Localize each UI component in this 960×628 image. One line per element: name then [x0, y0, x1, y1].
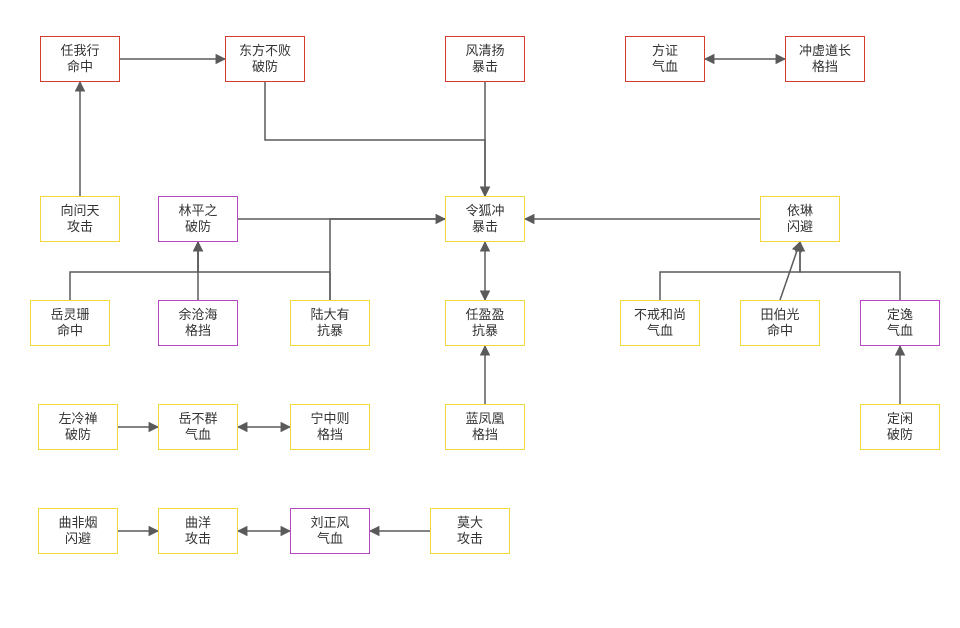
node-name: 定闲 — [887, 411, 913, 427]
node-attr: 闪避 — [787, 219, 813, 235]
node-name: 冲虚道长 — [799, 43, 851, 59]
node-name: 宁中则 — [310, 411, 349, 427]
node-dingxian: 定闲破防 — [860, 404, 940, 450]
node-dongfang: 东方不败破防 — [225, 36, 305, 82]
node-name: 岳灵珊 — [50, 307, 89, 323]
edge-bujie-yilin — [660, 242, 800, 300]
node-name: 任盈盈 — [465, 307, 504, 323]
node-fengqingyang: 风清扬暴击 — [445, 36, 525, 82]
node-attr: 抗暴 — [317, 323, 343, 339]
node-name: 刘正风 — [310, 515, 349, 531]
node-name: 蓝凤凰 — [465, 411, 504, 427]
node-attr: 攻击 — [457, 531, 483, 547]
node-name: 方证 — [652, 43, 678, 59]
node-fangzheng: 方证气血 — [625, 36, 705, 82]
node-ningzhongze: 宁中则格挡 — [290, 404, 370, 450]
node-dingyi: 定逸气血 — [860, 300, 940, 346]
node-attr: 命中 — [57, 323, 83, 339]
node-bujie: 不戒和尚气血 — [620, 300, 700, 346]
node-name: 令狐冲 — [465, 203, 504, 219]
node-attr: 格挡 — [472, 427, 498, 443]
node-attr: 暴击 — [472, 59, 498, 75]
node-name: 林平之 — [178, 203, 217, 219]
node-yucanghai: 余沧海格挡 — [158, 300, 238, 346]
node-name: 岳不群 — [178, 411, 217, 427]
node-yuebuqun: 岳不群气血 — [158, 404, 238, 450]
node-ludayou: 陆大有抗暴 — [290, 300, 370, 346]
node-attr: 格挡 — [812, 59, 838, 75]
node-attr: 闪避 — [65, 531, 91, 547]
node-attr: 气血 — [317, 531, 343, 547]
node-attr: 格挡 — [185, 323, 211, 339]
node-tianboguang: 田伯光命中 — [740, 300, 820, 346]
node-name: 曲非烟 — [58, 515, 97, 531]
node-qufeiyan: 曲非烟闪避 — [38, 508, 118, 554]
edge-ludayou-linpingzhi — [198, 242, 330, 300]
node-attr: 命中 — [67, 59, 93, 75]
edge-yuelingshan-linpingzhi — [70, 242, 198, 300]
node-moda: 莫大攻击 — [430, 508, 510, 554]
node-attr: 气血 — [185, 427, 211, 443]
edge-dingyi-yilin — [800, 242, 900, 300]
node-attr: 破防 — [887, 427, 913, 443]
node-attr: 气血 — [647, 323, 673, 339]
node-attr: 暴击 — [472, 219, 498, 235]
node-yilin: 依琳闪避 — [760, 196, 840, 242]
node-linpingzhi: 林平之破防 — [158, 196, 238, 242]
node-zuolengshan: 左冷禅破防 — [38, 404, 118, 450]
node-name: 莫大 — [457, 515, 483, 531]
node-renwoxing: 任我行命中 — [40, 36, 120, 82]
node-name: 风清扬 — [465, 43, 504, 59]
node-name: 陆大有 — [310, 307, 349, 323]
node-name: 田伯光 — [760, 307, 799, 323]
node-name: 任我行 — [60, 43, 99, 59]
node-xiangwentian: 向问天攻击 — [40, 196, 120, 242]
node-attr: 抗暴 — [472, 323, 498, 339]
node-name: 不戒和尚 — [634, 307, 686, 323]
node-name: 定逸 — [887, 307, 913, 323]
edge-dongfang-linghuchong — [265, 82, 485, 196]
node-attr: 格挡 — [317, 427, 343, 443]
node-liuzhengfeng: 刘正风气血 — [290, 508, 370, 554]
node-attr: 破防 — [65, 427, 91, 443]
node-name: 曲洋 — [185, 515, 211, 531]
node-name: 余沧海 — [178, 307, 217, 323]
edge-ludayou-linghuchong — [330, 219, 445, 300]
node-attr: 气血 — [652, 59, 678, 75]
node-name: 东方不败 — [239, 43, 291, 59]
node-renyingying: 任盈盈抗暴 — [445, 300, 525, 346]
node-attr: 攻击 — [67, 219, 93, 235]
node-linghuchong: 令狐冲暴击 — [445, 196, 525, 242]
node-attr: 气血 — [887, 323, 913, 339]
node-name: 向问天 — [60, 203, 99, 219]
node-attr: 命中 — [767, 323, 793, 339]
node-chongxu: 冲虚道长格挡 — [785, 36, 865, 82]
node-name: 依琳 — [787, 203, 813, 219]
node-attr: 破防 — [252, 59, 278, 75]
node-yuelingshan: 岳灵珊命中 — [30, 300, 110, 346]
node-attr: 攻击 — [185, 531, 211, 547]
node-quyang: 曲洋攻击 — [158, 508, 238, 554]
edge-tianboguang-yilin — [780, 242, 800, 300]
node-lanfenghuang: 蓝凤凰格挡 — [445, 404, 525, 450]
node-name: 左冷禅 — [58, 411, 97, 427]
node-attr: 破防 — [185, 219, 211, 235]
